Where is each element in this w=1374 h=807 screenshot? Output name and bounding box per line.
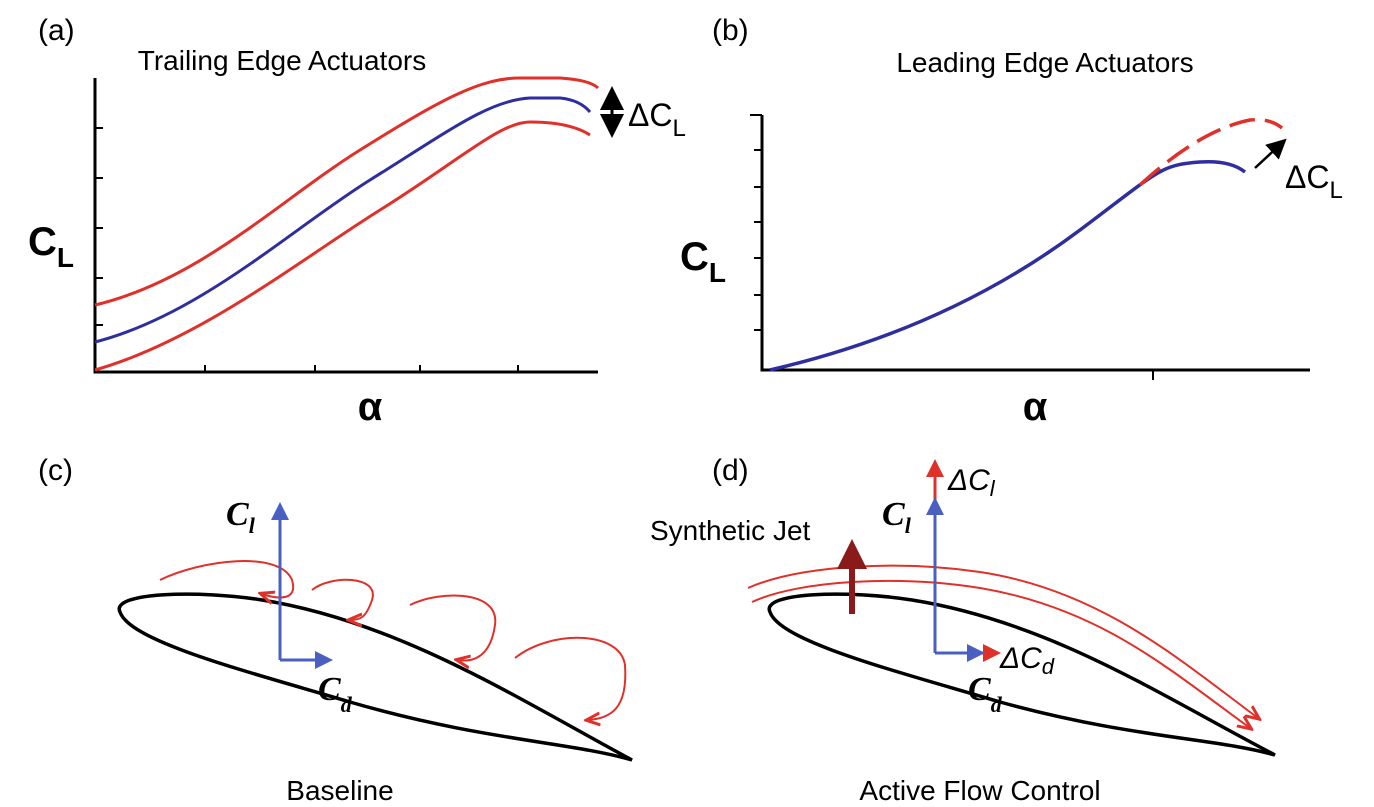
x-axis-label: α [358,385,383,429]
delta-lift-text: ΔC [947,464,990,497]
drag-label: Cd [968,671,1003,717]
drag-symbol: C [318,671,341,708]
delta-lift-label: ΔCl [947,464,996,501]
ticks [750,114,1154,380]
delta-sub: L [672,115,685,142]
panel-c: (c) Cl Cd Baseline [38,454,633,806]
separated-flow [159,560,627,720]
curve-baseline [94,96,592,344]
curve-actuated [1138,117,1284,187]
attached-flow [747,564,1258,728]
force-axes [271,502,333,669]
y-symbol: C [680,235,709,279]
delta-drag-label: ΔCd [999,642,1055,679]
delta-lift-sub: l [990,476,996,501]
caption: Baseline [286,775,393,806]
curve-baseline [769,159,1247,372]
delta-label: ΔCL [628,97,686,142]
delta-arrow [1254,138,1287,169]
lift-sub: l [249,513,256,538]
delta-text: ΔC [1285,159,1329,195]
y-sub: L [57,242,74,273]
airfoil [117,592,633,762]
drag-symbol: C [968,671,991,708]
panel-label: (b) [712,14,749,47]
drag-label: Cd [318,671,353,717]
panel-b: (b) Leading Edge Actuators ΔCL CL α [680,14,1343,429]
lift-sub: l [905,513,912,538]
panel-a: (a) Trailing Edge Actuators ΔCL CL α [28,14,686,429]
panel-d: (d) Synthetic Jet Cl Cd ΔCl ΔCd Active F… [650,454,1276,806]
y-sub: L [709,257,726,288]
axes [93,78,598,374]
panel-label: (d) [712,454,749,487]
drag-sub: d [991,692,1003,717]
lift-symbol: C [226,496,249,533]
x-axis-label: α [1023,385,1048,429]
panel-label: (a) [38,14,75,47]
ticks [95,127,519,372]
drag-sub: d [341,692,353,717]
delta-drag-text: ΔC [999,642,1042,675]
jet-label: Synthetic Jet [650,515,811,546]
y-symbol: C [28,220,57,264]
curve-upper [94,76,600,307]
panel-label: (c) [38,454,73,487]
curve-lower [94,120,591,372]
y-axis-label: CL [28,220,74,273]
delta-sub: L [1329,177,1342,204]
lift-label: Cl [226,496,256,538]
y-axis-label: CL [680,235,726,288]
lift-label: Cl [882,496,912,538]
force-axes [926,497,985,662]
lift-symbol: C [882,496,905,533]
caption: Active Flow Control [859,775,1100,806]
panel-title: Leading Edge Actuators [896,47,1193,78]
delta-text: ΔC [628,97,672,133]
panel-title: Trailing Edge Actuators [138,45,426,76]
delta-label: ΔCL [1285,159,1343,204]
delta-drag-sub: d [1042,654,1055,679]
airfoil [767,592,1276,757]
axes [760,115,1310,372]
